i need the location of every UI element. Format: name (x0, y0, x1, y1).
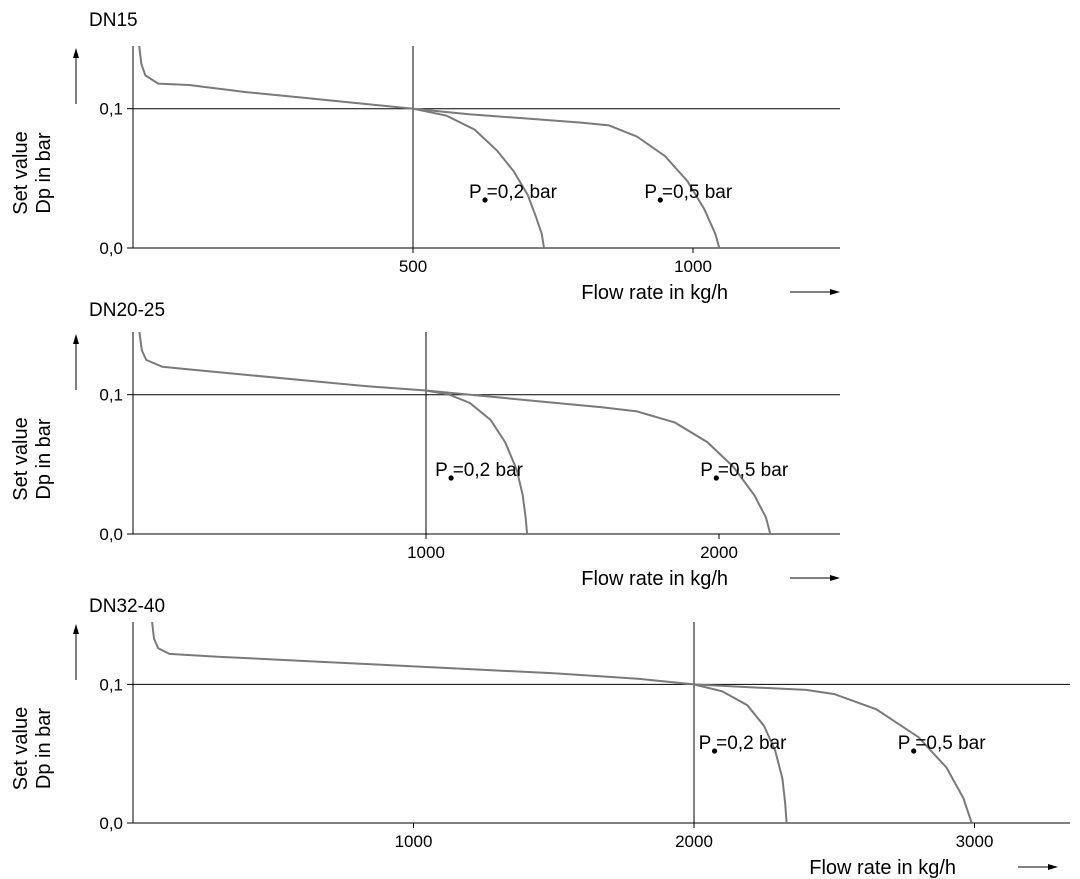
series-label: P =0,5 bar (700, 460, 789, 481)
series-label: P =0,5 bar (644, 182, 733, 203)
subscript-dot (482, 197, 488, 203)
x-axis-label: Flow rate in kg/h (581, 568, 728, 590)
series-line (412, 107, 721, 249)
x-axis-arrowhead (1048, 864, 1058, 870)
chart-panel-2: Set value Dp in bar P =0,2 bar P =0,5 bar (10, 331, 840, 581)
subscript-dot (713, 475, 719, 481)
x-tick-label: 1000 (407, 543, 445, 562)
y-axis-arrowhead (73, 48, 79, 58)
chart-title-1: DN15 (89, 10, 138, 31)
series-label: P =0,2 bar (435, 460, 524, 481)
y-axis-label: Set value (10, 417, 32, 500)
series-label: P =0,2 bar (469, 182, 558, 203)
x-axis-arrowhead (830, 575, 840, 581)
x-tick-label: 1000 (395, 832, 433, 851)
y-tick-label: 0,1 (99, 386, 123, 405)
subscript-dot (448, 475, 454, 481)
subscript-dot (911, 748, 917, 754)
y-axis-label: Dp in bar (33, 132, 55, 213)
y-axis-label: Dp in bar (33, 708, 55, 789)
y-axis-label: Dp in bar (33, 418, 55, 499)
subscript-dot (711, 748, 718, 754)
chart-panel-1: Set value Dp in bar P =0,2 bar P =0,5 bar (10, 45, 840, 295)
series-line (693, 683, 973, 824)
chart-panel-3: Set value Dp in bar P =0,2 bar P =0,5 bar (10, 621, 1070, 870)
series-label: P =0,2 bar (699, 733, 788, 754)
y-axis-arrowhead (73, 624, 79, 634)
x-tick-label: 2000 (700, 543, 738, 562)
y-axis-label: Set value (10, 707, 32, 790)
y-tick-label: 0,1 (99, 675, 123, 694)
x-tick-label: 3000 (956, 832, 994, 851)
series-line (138, 45, 545, 249)
chart-title-2: DN20-25 (89, 300, 165, 321)
chart-title-3: DN32-40 (89, 596, 165, 617)
series-line (138, 331, 529, 535)
y-tick-label: 0,1 (99, 100, 123, 119)
x-tick-label: 1000 (674, 257, 712, 276)
x-axis-label: Flow rate in kg/h (809, 857, 956, 879)
subscript-dot (657, 197, 663, 203)
y-tick-label: 0,0 (99, 525, 123, 544)
y-tick-label: 0,0 (99, 239, 123, 258)
series-label: P =0,5 bar (898, 733, 987, 754)
x-axis-arrowhead (830, 289, 840, 295)
y-axis-arrowhead (73, 334, 79, 344)
y-tick-label: 0,0 (99, 814, 123, 833)
series-line (151, 621, 788, 824)
x-tick-label: 2000 (675, 832, 713, 851)
series-line (425, 389, 772, 535)
y-axis-label: Set value (10, 131, 32, 214)
x-tick-label: 500 (399, 257, 427, 276)
x-axis-label: Flow rate in kg/h (581, 282, 728, 304)
